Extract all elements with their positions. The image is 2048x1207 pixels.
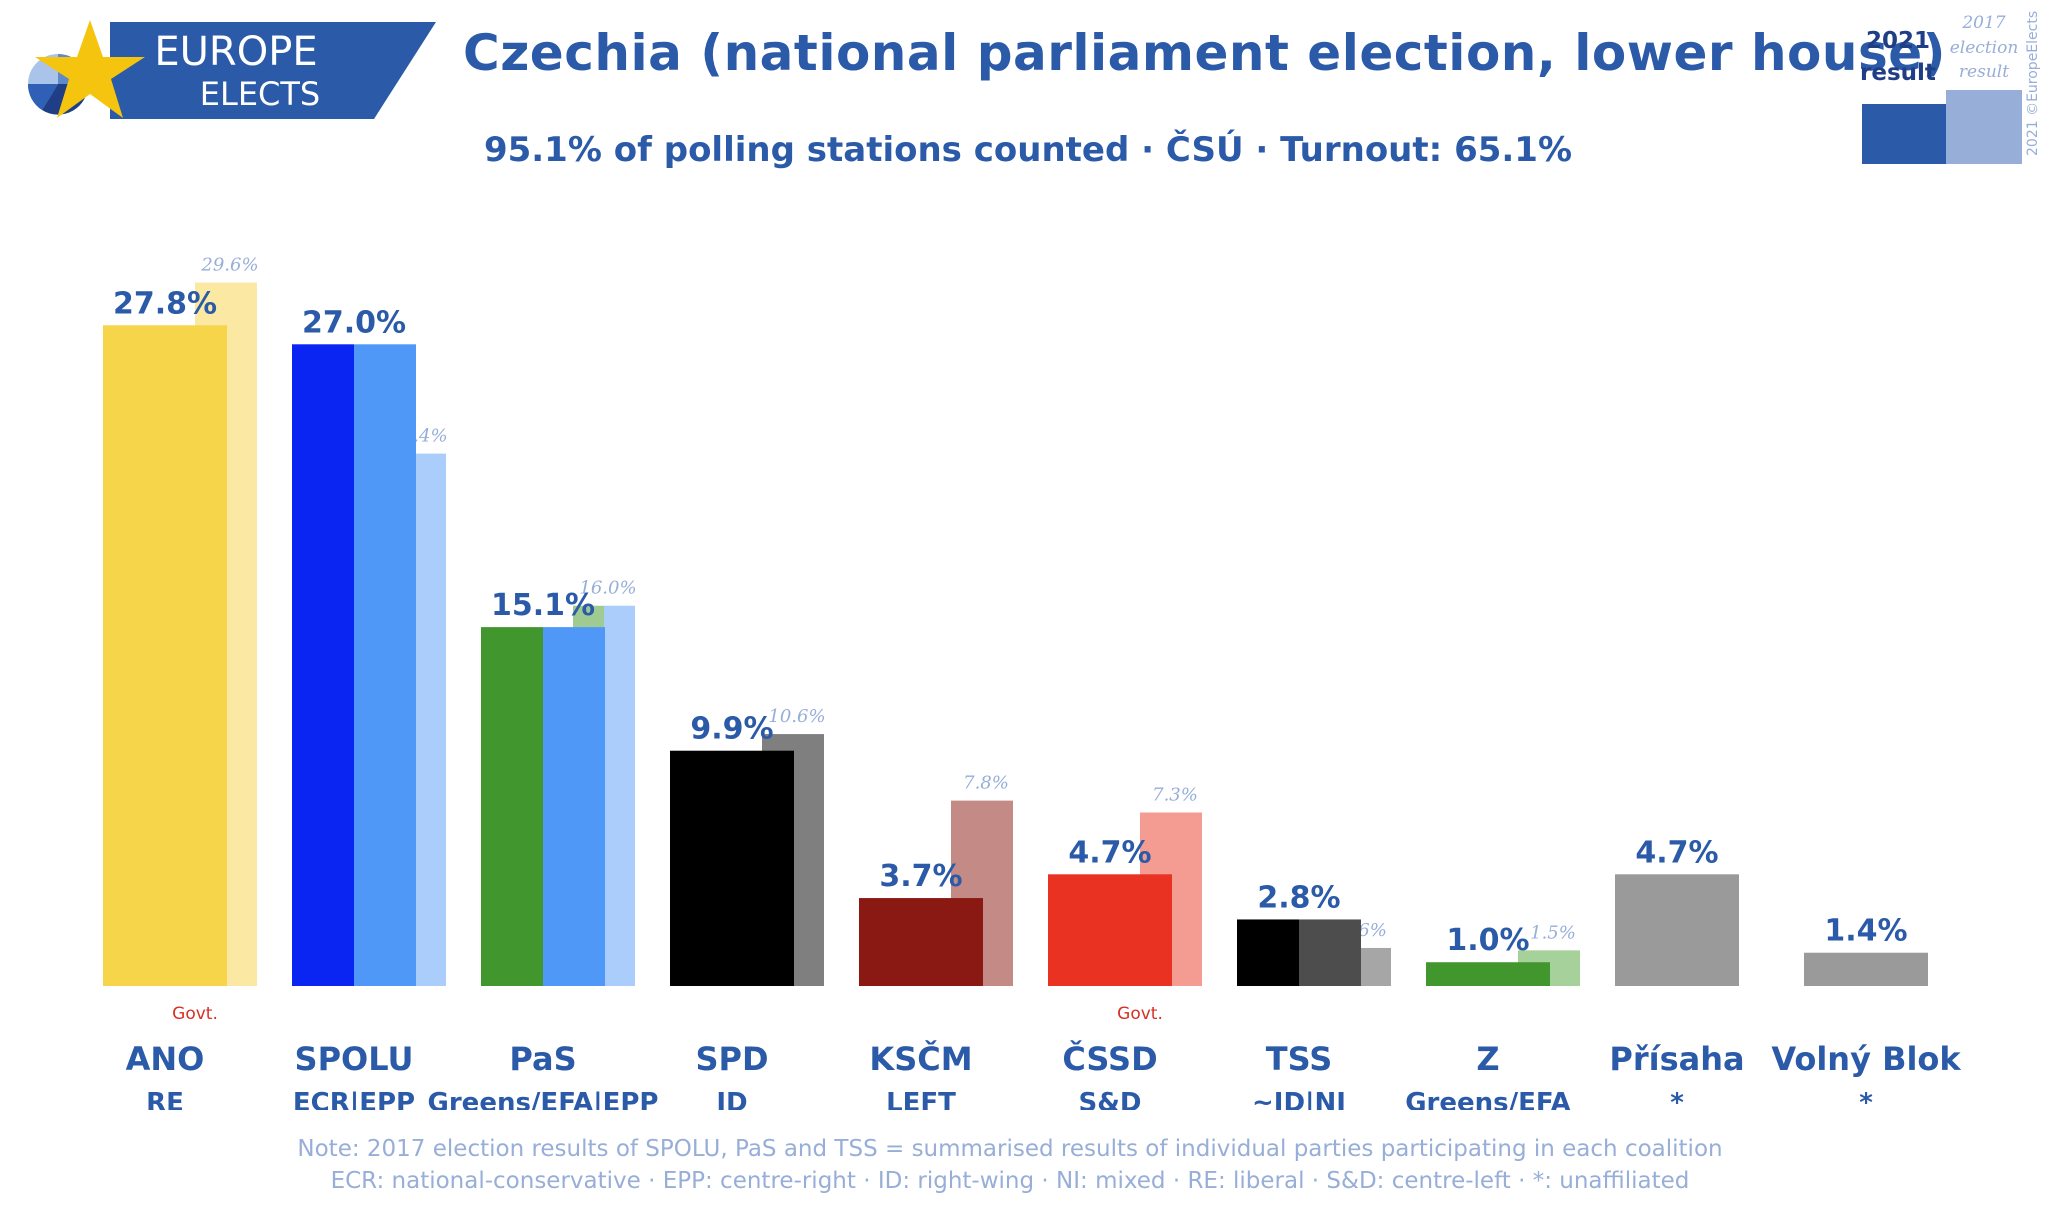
party-group-voln-blok: * (1859, 1088, 1873, 1110)
legend-previous-label-3: result (1959, 62, 2009, 82)
label-2017-ks-m: 7.8% (963, 773, 1009, 794)
label-2021-z: 1.0% (1446, 923, 1529, 958)
logo-line-2: ELECTS (200, 75, 320, 113)
label-2021-ks-m: 3.7% (879, 859, 962, 894)
party-name-pas: PaS (509, 1040, 576, 1078)
bar-2021-z (1426, 962, 1550, 986)
party-name-z: Z (1476, 1040, 1499, 1078)
legend-credit: 2021 ©EuropeElects (2025, 11, 2041, 156)
bar-2017-pas-seg-2 (604, 605, 635, 986)
bar-2021-tss-seg-1 (1237, 919, 1299, 986)
label-2021-spolu: 27.0% (302, 305, 406, 340)
label-2017-ano: 29.6% (200, 255, 258, 276)
party-group-tss: ~ID|NI (1252, 1088, 1346, 1110)
label-2021-voln-blok: 1.4% (1824, 914, 1907, 949)
govt-label-ano: Govt. (172, 1004, 218, 1024)
bar-2021-pas-seg-2 (543, 627, 605, 986)
party-group-spd: ID (716, 1088, 747, 1110)
bar-2021-spd (670, 750, 794, 986)
party-name-ks-m: KSČM (869, 1039, 972, 1078)
label-2021-tss: 2.8% (1257, 880, 1340, 915)
bar-2021-ks-m (859, 898, 983, 986)
party-group-ano: RE (146, 1088, 184, 1110)
label-2021-p-saha: 4.7% (1635, 835, 1718, 870)
party-name--ssd: ČSSD (1062, 1039, 1157, 1078)
party-name-tss: TSS (1266, 1040, 1332, 1078)
party-group-pas: Greens/EFA|EPP (428, 1088, 659, 1110)
party-group-p-saha: * (1670, 1088, 1684, 1110)
footnote-groups: ECR: national-conservative · EPP: centre… (330, 1168, 1690, 1194)
label-2017--ssd: 7.3% (1152, 785, 1198, 806)
label-2021-ano: 27.8% (113, 286, 217, 321)
label-2017-z: 1.5% (1530, 922, 1576, 943)
party-group-z: Greens/EFA (1405, 1088, 1571, 1110)
label-2017-pas: 16.0% (579, 578, 636, 599)
label-2021-pas: 15.1% (491, 588, 595, 623)
bar-2021-ano (103, 325, 227, 986)
govt-label--ssd: Govt. (1117, 1004, 1163, 1024)
legend-previous-swatch (1946, 90, 2022, 164)
bar-2021-spolu-seg-1 (292, 344, 354, 986)
chart-title: Czechia (national parliament election, l… (463, 24, 1947, 82)
legend-previous-label-1: 2017 (1961, 13, 2005, 33)
label-2021--ssd: 4.7% (1068, 835, 1151, 870)
legend-current-label-2: result (1860, 60, 1936, 86)
party-name-voln-blok: Volný Blok (1771, 1040, 1961, 1078)
bar-2021--ssd (1048, 874, 1172, 986)
europe-elects-logo: EUROPE ELECTS (27, 20, 436, 119)
star-icon (35, 20, 145, 118)
party-name-spd: SPD (695, 1040, 768, 1078)
bar-2021-p-saha (1615, 874, 1739, 986)
legend-current-label-1: 2021 (1866, 28, 1930, 54)
party-name-spolu: SPOLU (295, 1040, 414, 1078)
legend: 2021 result 2017 election result 2021 ©E… (1860, 11, 2041, 164)
party-group-ks-m: LEFT (886, 1088, 956, 1110)
party-name-p-saha: Přísaha (1609, 1040, 1744, 1078)
label-2021-spd: 9.9% (690, 712, 773, 747)
chart-subtitle: 95.1% of polling stations counted · ČSÚ … (483, 130, 1573, 170)
bar-2021-voln-blok (1804, 952, 1928, 986)
label-2017-spd: 10.6% (768, 706, 825, 727)
party-group-spolu: ECR|EPP (293, 1088, 415, 1110)
bar-chart: 29.6%27.8%Govt.ANORE22.4%27.0%SPOLUECR|E… (103, 255, 1961, 1110)
legend-previous-label-2: election (1950, 38, 2019, 58)
party-group--ssd: S&D (1079, 1088, 1142, 1110)
logo-line-1: EUROPE (154, 29, 317, 75)
bar-2021-spolu-seg-2 (354, 344, 416, 986)
party-name-ano: ANO (126, 1040, 205, 1078)
legend-current-swatch (1862, 104, 1946, 164)
bar-2021-tss-seg-2 (1299, 919, 1361, 986)
bar-2021-pas-seg-1 (481, 627, 543, 986)
footnote-coalitions: Note: 2017 election results of SPOLU, Pa… (297, 1136, 1723, 1162)
